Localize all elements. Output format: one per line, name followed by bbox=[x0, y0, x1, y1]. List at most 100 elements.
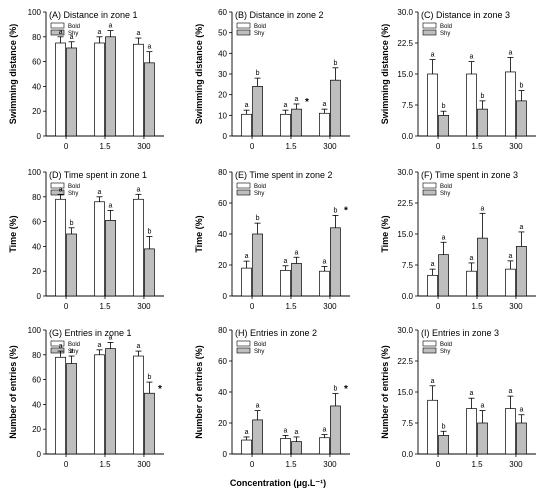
legend-swatch-bold bbox=[236, 22, 251, 29]
legend-swatch-bold bbox=[422, 22, 437, 29]
x-tick-label: 0 bbox=[250, 302, 255, 311]
bar-bold-2 bbox=[133, 43, 144, 137]
significance-letter: a bbox=[59, 186, 63, 193]
bar-bold-1 bbox=[280, 438, 291, 455]
bar-bold-1 bbox=[466, 73, 477, 137]
significance-letter: a bbox=[295, 96, 299, 103]
y-tick-label: 40 bbox=[218, 388, 227, 397]
significance-letter: a bbox=[322, 259, 326, 266]
x-axis-label: Concentration (μg.L⁻¹) bbox=[230, 478, 326, 488]
legend-label-bold: Bold bbox=[254, 184, 266, 190]
x-tick-label: 300 bbox=[323, 302, 337, 311]
y-tick-label: 30.0 bbox=[397, 326, 413, 335]
significance-star: * bbox=[344, 206, 348, 217]
legend-label-shy: Shy bbox=[68, 349, 78, 355]
bar-bold-0 bbox=[241, 113, 252, 137]
significance-letter: a bbox=[109, 202, 113, 209]
bar-bold-1 bbox=[94, 42, 105, 137]
significance-letter: b bbox=[442, 103, 446, 110]
significance-letter: a bbox=[295, 429, 299, 436]
legend-swatch-bold bbox=[50, 22, 65, 29]
y-tick-label: 0 bbox=[37, 132, 42, 141]
significance-letter: a bbox=[295, 249, 299, 256]
bar-bold-1 bbox=[466, 270, 477, 297]
significance-letter: a bbox=[470, 54, 474, 61]
x-tick-label: 0 bbox=[64, 302, 69, 311]
legend-swatch-bold bbox=[422, 182, 437, 189]
legend-label-bold: Bold bbox=[254, 342, 266, 348]
y-tick-label: 100 bbox=[28, 326, 42, 335]
y-tick-label: 10 bbox=[218, 111, 227, 120]
x-tick-label: 1.5 bbox=[285, 142, 297, 151]
x-tick-label: 300 bbox=[509, 460, 523, 469]
legend-label-shy: Shy bbox=[254, 349, 264, 355]
bar-bold-2 bbox=[319, 437, 330, 455]
bar-shy-2 bbox=[516, 246, 527, 297]
legend-label-shy: Shy bbox=[254, 191, 264, 197]
y-tick-label: 20 bbox=[218, 261, 227, 270]
y-tick-label: 15.0 bbox=[397, 388, 413, 397]
legend-swatch-shy bbox=[236, 29, 251, 36]
significance-letter: a bbox=[98, 189, 102, 196]
bar-shy-2 bbox=[144, 392, 155, 455]
significance-letter: b bbox=[333, 207, 337, 214]
significance-letter: b bbox=[333, 60, 337, 67]
y-tick-label: 40 bbox=[218, 230, 227, 239]
significance-letter: a bbox=[109, 23, 113, 30]
bar-shy-0 bbox=[66, 363, 77, 455]
significance-letter: a bbox=[322, 101, 326, 108]
panel-title: (A) Distance in zone 1 bbox=[49, 10, 138, 20]
y-axis-label: Number of entries (%) bbox=[380, 345, 390, 439]
y-axis-label: Swimming distance (%) bbox=[194, 24, 204, 125]
y-tick-label: 0.0 bbox=[402, 132, 414, 141]
y-tick-label: 0 bbox=[37, 450, 42, 459]
significance-letter: a bbox=[481, 403, 485, 410]
legend-label-bold: Bold bbox=[68, 24, 80, 30]
y-tick-label: 20 bbox=[32, 425, 41, 434]
panel-c: 0.0 7.5 15.0 22.5 30.0 0 1.5 300 Swimming distan… bbox=[380, 8, 536, 151]
panel-h: 0 20 40 60 80 0 1.5 300 Number of entries (%) (H)… bbox=[194, 326, 350, 469]
bar-shy-1 bbox=[477, 108, 488, 137]
bar-bold-2 bbox=[505, 408, 516, 455]
y-tick-label: 40 bbox=[32, 242, 41, 251]
bar-shy-2 bbox=[144, 248, 155, 297]
legend-label-shy: Shy bbox=[68, 191, 78, 197]
panel-e: 0 20 40 60 80 0 1.5 300 Time (%) (E) Time spent i… bbox=[194, 168, 350, 311]
y-tick-label: 100 bbox=[28, 8, 42, 17]
bar-shy-0 bbox=[66, 47, 77, 137]
legend-label-bold: Bold bbox=[440, 184, 452, 190]
x-tick-label: 300 bbox=[137, 460, 151, 469]
panel-b: 0 10 20 30 40 50 60 0 1.5 300 Swimming distance (%… bbox=[194, 8, 350, 151]
panel-f: 0.0 7.5 15.0 22.5 30.0 0 1.5 300 Time (%) (F) Tim… bbox=[380, 168, 536, 311]
bar-shy-1 bbox=[291, 108, 302, 137]
y-tick-label: 0 bbox=[223, 132, 228, 141]
legend-swatch-bold bbox=[50, 340, 65, 347]
significance-letter: a bbox=[431, 52, 435, 59]
panel-title: (F) Time spent in zone 3 bbox=[421, 170, 518, 180]
bar-shy-0 bbox=[252, 419, 263, 455]
legend-label-bold: Bold bbox=[440, 24, 452, 30]
y-axis-label: Time (%) bbox=[380, 215, 390, 252]
y-tick-label: 80 bbox=[218, 326, 227, 335]
significance-letter: a bbox=[431, 261, 435, 268]
significance-letter: a bbox=[98, 342, 102, 349]
bar-shy-2 bbox=[330, 405, 341, 455]
significance-letter: a bbox=[256, 403, 260, 410]
significance-letter: a bbox=[508, 253, 512, 260]
significance-letter: b bbox=[70, 220, 74, 227]
x-tick-label: 0 bbox=[64, 460, 69, 469]
y-tick-label: 20 bbox=[218, 91, 227, 100]
x-tick-label: 300 bbox=[137, 142, 151, 151]
significance-letter: a bbox=[147, 44, 151, 51]
panel-title: (H) Entries in zone 2 bbox=[235, 328, 317, 338]
bar-shy-2 bbox=[330, 79, 341, 137]
bar-bold-1 bbox=[94, 201, 105, 297]
y-tick-label: 30.0 bbox=[397, 8, 413, 17]
x-tick-label: 300 bbox=[509, 142, 523, 151]
significance-letter: a bbox=[442, 234, 446, 241]
bar-bold-0 bbox=[427, 73, 438, 137]
panel-title: (C) Distance in zone 3 bbox=[421, 10, 510, 20]
significance-letter: a bbox=[109, 334, 113, 341]
